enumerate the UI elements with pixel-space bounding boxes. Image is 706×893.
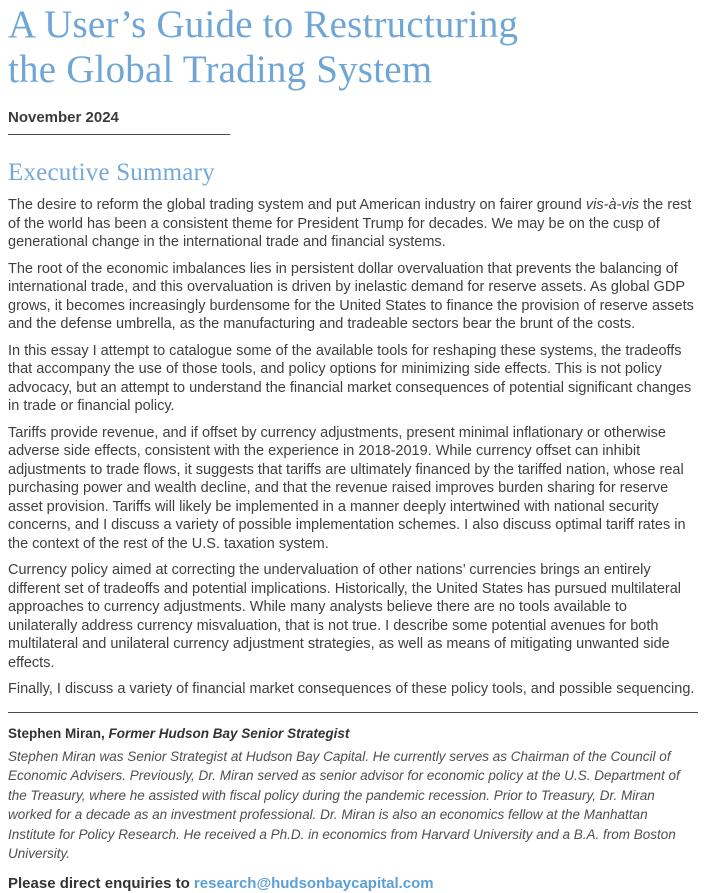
author-line: Stephen Miran, Former Hudson Bay Senior …	[8, 725, 698, 742]
paragraph-1-text-before: The desire to reform the global trading …	[8, 197, 586, 213]
author-name: Stephen Miran,	[8, 725, 105, 741]
executive-summary-heading: Executive Summary	[8, 159, 215, 186]
summary-paragraph-3: In this essay I attempt to catalogue som…	[8, 342, 692, 415]
summary-paragraph-5: Currency policy aimed at correcting the …	[8, 562, 681, 671]
summary-paragraph-4: Tariffs provide revenue, and if offset b…	[8, 424, 686, 552]
author-divider-rule	[8, 711, 698, 713]
summary-paragraph-1: The desire to reform the global trading …	[8, 196, 698, 252]
page-title: A User’s Guide to Restructuring the Globa…	[8, 2, 698, 92]
summary-paragraph-6: Finally, I discuss a variety of financia…	[8, 681, 695, 697]
page-title-line-2: the Global Trading System	[8, 48, 433, 91]
page-title-line-1: A User’s Guide to Restructuring	[8, 3, 519, 46]
contact-line: Please direct enquiries to research@huds…	[8, 875, 698, 893]
author-role: Former Hudson Bay Senior Strategist	[108, 725, 350, 741]
contact-email-link[interactable]: research@hudsonbaycapital.com	[193, 874, 434, 892]
contact-label: Please direct enquiries to	[8, 874, 190, 892]
paragraph-1-text-after: the rest of the world has been a consist…	[8, 197, 692, 250]
paper-page: A User’s Guide to Restructuring the Globa…	[8, 2, 698, 892]
summary-paragraph-2: The root of the economic imbalances lies…	[8, 260, 694, 333]
paragraph-1-italic-phrase: vis-à-vis	[585, 197, 640, 213]
executive-summary-body: The desire to reform the global trading …	[8, 196, 698, 699]
publication-date: November 2024	[8, 109, 119, 126]
date-underline-rule	[8, 134, 230, 135]
author-bio: Stephen Miran was Senior Strategist at H…	[8, 748, 680, 862]
